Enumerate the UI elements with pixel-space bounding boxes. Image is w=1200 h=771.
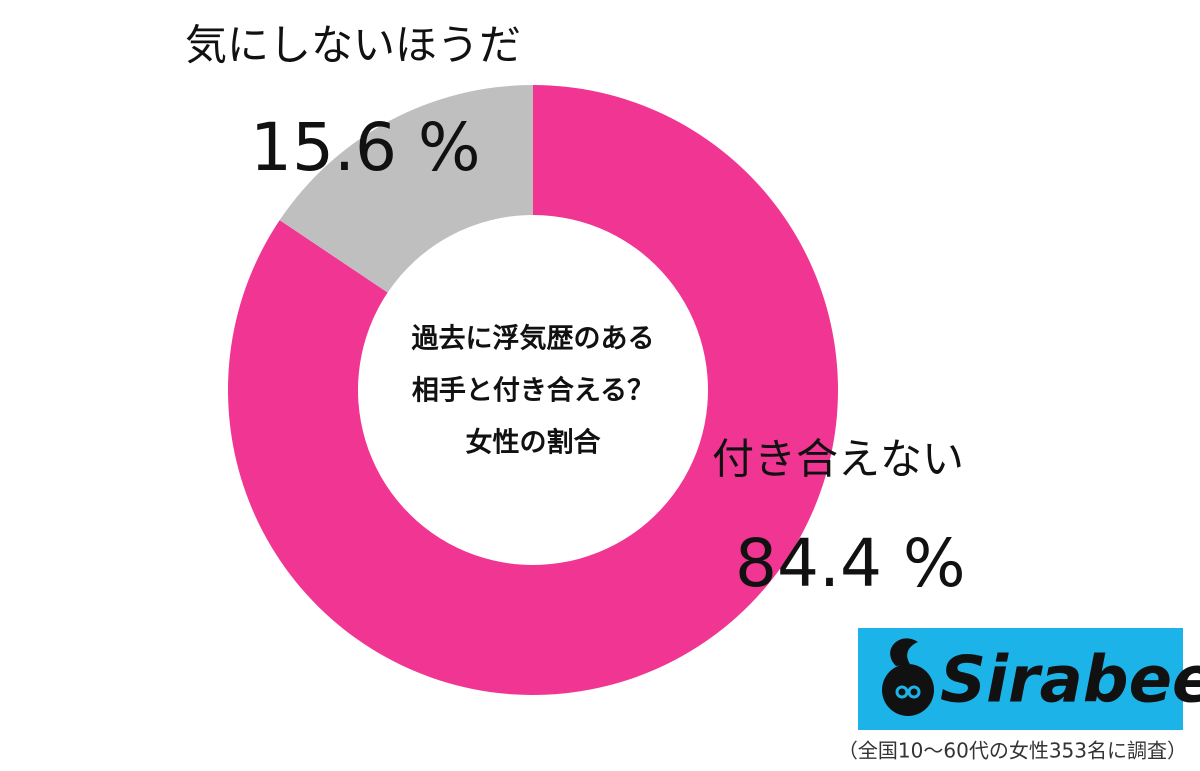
center-title-line: 相手と付き合える？ — [412, 375, 654, 407]
footnote: （全国10～60代の女性353名に調査） — [838, 739, 1187, 763]
logo-box: Sirabee — [858, 628, 1200, 730]
center-title-line: 女性の割合 — [466, 427, 601, 459]
center-title-line: 過去に浮気歴のある — [412, 323, 655, 355]
logo-icon — [895, 685, 909, 699]
center-title: 過去に浮気歴のある 相手と付き合える？ 女性の割合 — [412, 323, 655, 459]
logo-icon — [907, 685, 921, 699]
category-label: 気にしないほうだ — [185, 21, 521, 70]
logo-icon — [890, 638, 918, 666]
slice — [227, 85, 838, 695]
slice — [279, 85, 533, 293]
logo-text: Sirabee — [940, 644, 1200, 718]
category-label: 付き合えない — [712, 435, 964, 484]
value-label: 84.4 % — [735, 525, 966, 602]
slices — [227, 85, 838, 695]
value-label: 15.6 % — [250, 109, 481, 186]
